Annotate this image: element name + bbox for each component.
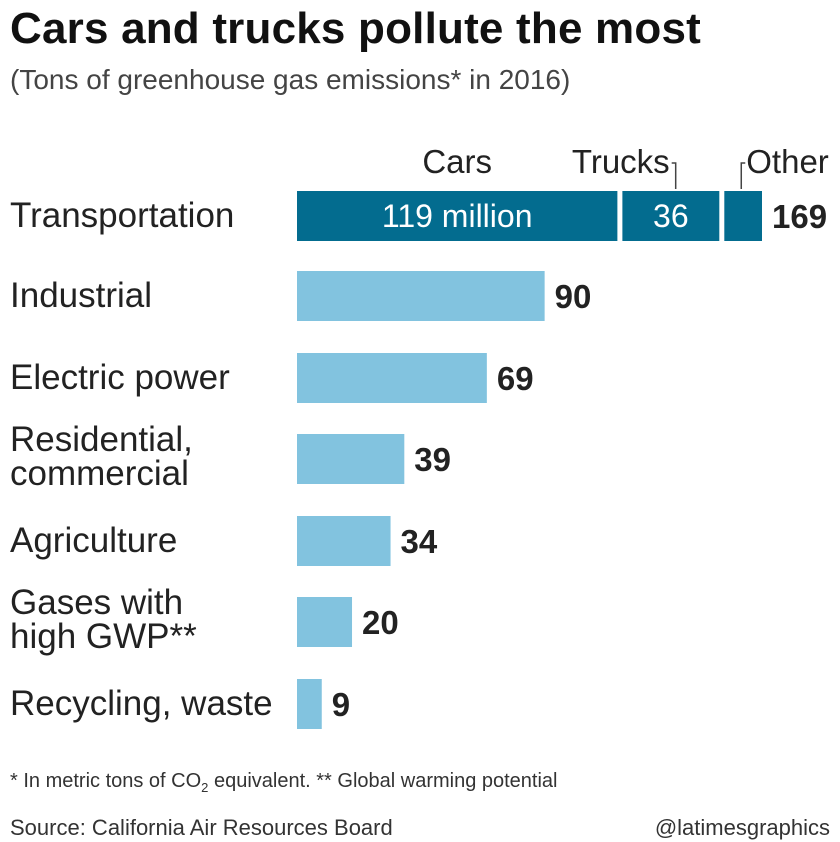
value-label-residential-commercial: 39 <box>414 441 451 478</box>
chart-subtitle: (Tons of greenhouse gas emissions* in 20… <box>10 64 571 95</box>
value-label-industrial: 90 <box>555 278 592 315</box>
category-label-recycling-waste: Recycling, waste <box>10 684 273 723</box>
chart-title: Cars and trucks pollute the most <box>10 4 701 53</box>
category-label-line: high GWP** <box>10 617 197 656</box>
bar-industrial <box>297 271 545 321</box>
category-label-line: Residential, <box>10 420 193 459</box>
source-note: Source: California Air Resources Board <box>10 815 393 840</box>
category-label-line: commercial <box>10 454 189 493</box>
value-label-transportation: 169 <box>772 198 827 235</box>
legend-label-trucks: Trucks <box>572 143 670 180</box>
segment-label-trucks: 36 <box>653 198 689 234</box>
category-label-agriculture: Agriculture <box>10 521 177 560</box>
bar-segment-trucks <box>622 191 720 241</box>
credit-note: @latimesgraphics <box>654 815 830 840</box>
footnote-prefix: * In metric tons of CO <box>10 770 202 792</box>
category-label-residential-commercial: Residential, commercial <box>10 420 193 493</box>
category-label-gases-with-high-gwp: Gases with high GWP** <box>10 583 197 656</box>
value-label-gases-with-high-gwp: 20 <box>362 604 399 641</box>
legend-label-cars: Cars <box>422 143 492 180</box>
bar-recycling-waste <box>297 679 322 729</box>
bar-agriculture <box>297 516 391 566</box>
bar-electric-power <box>297 353 487 403</box>
bar-gases-with-high-gwp <box>297 597 353 647</box>
value-label-electric-power: 69 <box>497 360 534 397</box>
category-label-line: Gases with <box>10 583 183 622</box>
legend-label-other: Other <box>746 143 829 180</box>
leader-line-trucks <box>671 162 677 189</box>
footnote-subscript: 2 <box>201 780 209 795</box>
footnote-suffix: equivalent. ** Global warming potential <box>208 770 558 792</box>
footnote: * In metric tons of CO2 equivalent. ** G… <box>10 770 558 795</box>
bar-segment-other <box>724 191 762 241</box>
value-label-recycling-waste: 9 <box>332 686 350 723</box>
category-label-industrial: Industrial <box>10 276 152 315</box>
bar-chart: Transportation 119 million 36 169 Industrial… <box>10 143 829 729</box>
leader-line-other <box>740 162 746 189</box>
category-label-transportation: Transportation <box>10 196 234 235</box>
bar-segment-cars <box>297 191 618 241</box>
segment-label-cars: 119 million <box>382 198 533 234</box>
category-label-electric-power: Electric power <box>10 358 230 397</box>
value-label-agriculture: 34 <box>401 523 438 560</box>
bar-residential-commercial <box>297 434 405 484</box>
